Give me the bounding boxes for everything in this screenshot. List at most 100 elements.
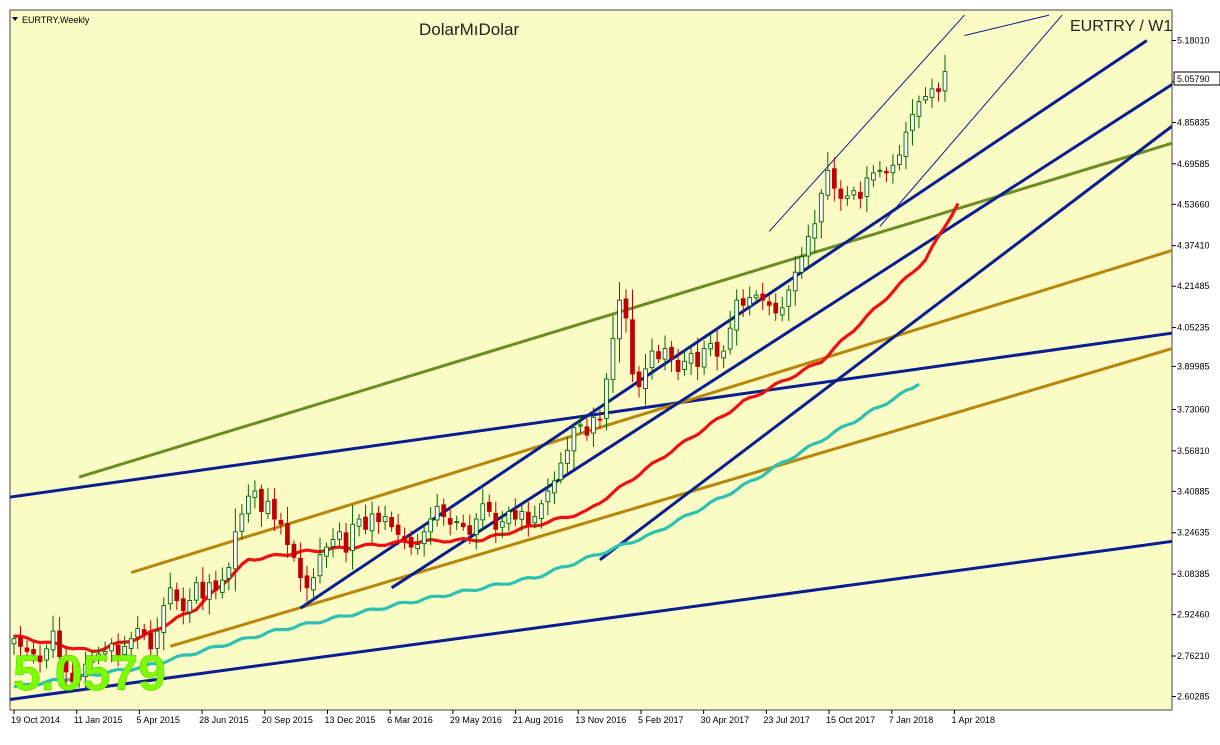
- candle-body: [525, 511, 531, 525]
- candle-body: [167, 587, 173, 605]
- candle: [259, 484, 264, 528]
- price-tick-label: 4.53660: [1177, 199, 1210, 209]
- candle-body: [415, 544, 421, 550]
- trendline-group: [10, 14, 1172, 701]
- candle: [376, 505, 381, 534]
- candle: [571, 423, 577, 470]
- symbol-timeframe-label: EURTRY,Weekly: [22, 15, 90, 25]
- candle: [76, 669, 82, 688]
- candle-body: [115, 644, 121, 657]
- candle-body: [37, 655, 43, 663]
- candle: [871, 165, 876, 188]
- current-price-value: 5.05790: [1177, 74, 1210, 84]
- candle-body: [604, 378, 609, 420]
- price-tick-label: 2.60285: [1177, 692, 1210, 702]
- candle-body: [239, 513, 245, 532]
- candle-body: [747, 297, 753, 307]
- candle: [337, 522, 342, 546]
- candle-body: [50, 630, 56, 651]
- candle: [486, 494, 492, 517]
- candle: [760, 282, 766, 311]
- price-tick-label: 4.37410: [1177, 241, 1210, 251]
- candle: [701, 340, 707, 375]
- candle-body: [265, 500, 271, 514]
- candle-body: [350, 523, 355, 551]
- candle-body: [141, 629, 147, 635]
- candle-body: [193, 582, 199, 601]
- candle: [538, 499, 544, 529]
- trendline-10: [768, 14, 965, 232]
- candle: [421, 524, 427, 557]
- candle: [304, 565, 310, 602]
- price-tick-label: 3.40885: [1177, 486, 1210, 496]
- candle-body: [57, 630, 62, 657]
- candle-body: [916, 101, 922, 117]
- candle: [805, 224, 811, 267]
- candle: [897, 144, 902, 171]
- date-tick-label: 13 Nov 2016: [575, 715, 626, 725]
- candle-body: [174, 589, 180, 601]
- candle: [604, 372, 609, 431]
- candle: [936, 82, 941, 102]
- candle: [141, 623, 147, 641]
- candle: [727, 310, 733, 355]
- candle: [298, 542, 303, 592]
- candle-body: [864, 177, 870, 197]
- candle: [395, 513, 401, 546]
- candle: [786, 285, 792, 321]
- candle: [636, 366, 642, 398]
- candle: [369, 501, 375, 543]
- candle-body: [24, 647, 30, 652]
- candle: [682, 350, 687, 376]
- candle: [923, 87, 928, 104]
- candle-body: [701, 348, 707, 368]
- candle-body: [656, 351, 661, 360]
- candle-body: [187, 600, 193, 613]
- candle-body: [44, 648, 49, 661]
- candle-body: [311, 577, 316, 591]
- candle-body: [818, 192, 824, 223]
- candle-body: [154, 630, 160, 649]
- candle-body: [89, 658, 95, 663]
- price-tick-label: 2.76210: [1177, 651, 1210, 661]
- candle-body: [708, 343, 713, 350]
- price-axis: 5.180105.017604.858354.695854.536604.374…: [1172, 36, 1210, 702]
- candle: [200, 567, 206, 611]
- candle-body: [109, 643, 115, 652]
- dropdown-triangle-icon[interactable]: [12, 17, 18, 21]
- candle: [858, 181, 863, 209]
- candle: [415, 533, 421, 555]
- candle: [454, 515, 460, 531]
- candle: [428, 507, 434, 545]
- candle-body: [226, 567, 232, 579]
- candle-body: [545, 490, 551, 503]
- candle-body: [291, 543, 297, 558]
- candle: [884, 166, 889, 183]
- candle: [330, 528, 336, 558]
- candle: [135, 616, 141, 649]
- candle: [766, 294, 772, 316]
- candle: [343, 523, 349, 563]
- candle-body: [688, 353, 694, 364]
- date-tick-label: 11 Jan 2015: [74, 715, 123, 725]
- trendline-7: [599, 124, 1172, 562]
- candle-body: [675, 360, 681, 372]
- candle-body: [317, 554, 323, 577]
- candle: [363, 504, 368, 535]
- date-axis: 19 Oct 2014 11 Jan 2015 5 Apr 2015 28 Jun 2…: [11, 710, 995, 725]
- date-tick-label: 15 Oct 2017: [826, 715, 875, 725]
- candle: [272, 488, 277, 532]
- candle: [24, 640, 30, 657]
- candle: [695, 337, 700, 381]
- candle-body: [428, 518, 434, 533]
- candle: [877, 161, 883, 178]
- candle: [688, 347, 694, 376]
- candle: [818, 189, 824, 239]
- candle: [193, 576, 199, 604]
- candle-body: [11, 638, 17, 645]
- candle-body: [506, 511, 512, 524]
- candle-body: [766, 301, 772, 306]
- candle: [910, 99, 915, 146]
- candle-body: [649, 350, 655, 369]
- candle: [460, 514, 466, 531]
